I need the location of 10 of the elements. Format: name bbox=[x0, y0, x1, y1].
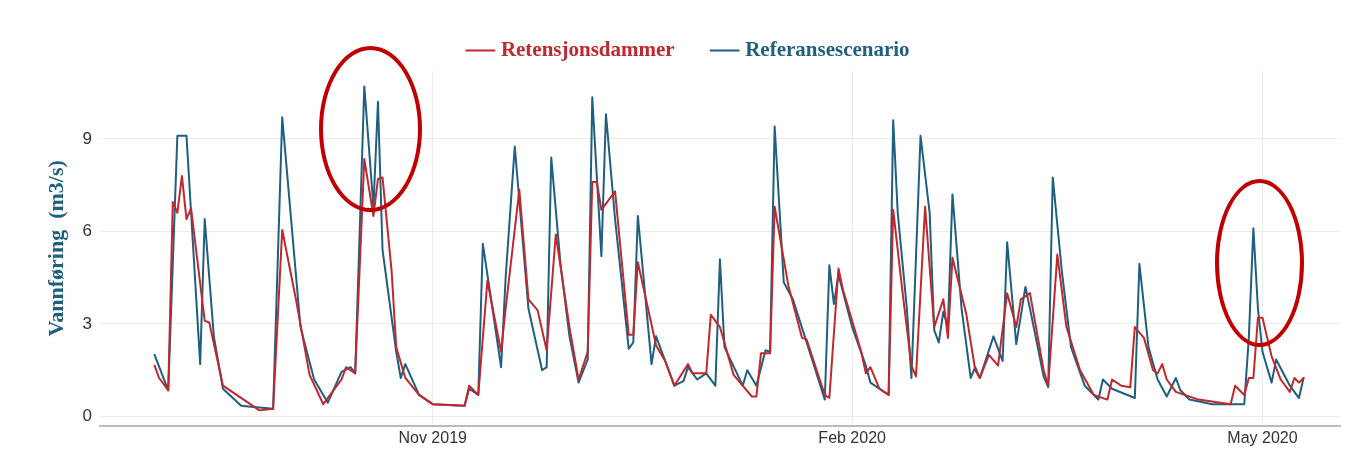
legend-label: Referansescenario bbox=[745, 36, 910, 61]
y-tick-label: 3 bbox=[82, 313, 92, 333]
y-axis-title: Vannføring (m3/s) bbox=[42, 160, 68, 337]
x-tick-label: Feb 2020 bbox=[818, 428, 887, 446]
y-tick-label: 9 bbox=[82, 128, 92, 148]
y-tick-label: 0 bbox=[82, 406, 92, 426]
x-tick-label: May 2020 bbox=[1227, 428, 1298, 446]
y-tick-label: 6 bbox=[82, 221, 92, 241]
legend-label: Retensjonsdammer bbox=[500, 36, 675, 61]
x-tick-label: Nov 2019 bbox=[398, 428, 468, 446]
